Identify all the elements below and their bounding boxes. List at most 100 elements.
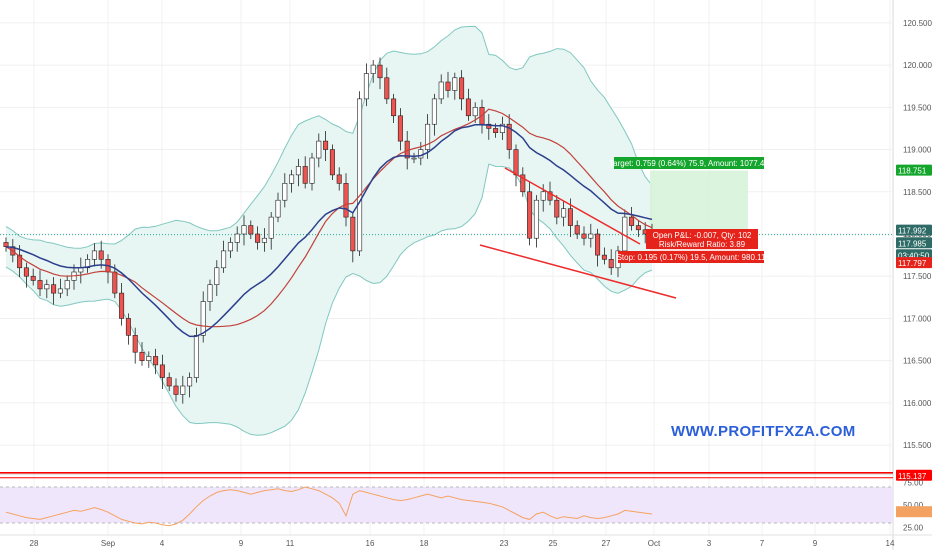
candle-up <box>234 233 240 243</box>
open-pl-label-text: Risk/Reward Ratio: 3.89 <box>659 240 746 249</box>
target-label-box <box>614 157 764 169</box>
candle-down <box>30 275 36 281</box>
candle-up <box>411 157 417 160</box>
candle-down <box>465 98 471 117</box>
candle-down <box>112 271 118 294</box>
candle-down <box>323 140 329 150</box>
price-axis-tick: 119.000 <box>903 146 932 155</box>
time-axis-tick: 27 <box>602 539 611 548</box>
candle-up <box>588 233 594 239</box>
wedge-upper-trendline <box>504 167 641 245</box>
candle-down <box>166 377 172 387</box>
time-axis-tick: 3 <box>707 539 712 548</box>
candle-up <box>146 356 152 361</box>
candle-down <box>493 128 499 133</box>
time-axis-tick: Sep <box>101 539 116 548</box>
time-axis-tick: 9 <box>239 539 244 548</box>
price-axis-tick: 116.000 <box>903 399 932 408</box>
candle-up <box>418 149 424 159</box>
price-axis-tick: 115.500 <box>903 441 932 450</box>
candle-down <box>635 225 641 231</box>
time-axis-tick: 25 <box>549 539 558 548</box>
rsi-value-badge <box>896 506 932 518</box>
time-axis-tick: 11 <box>286 539 295 548</box>
candle-up <box>261 237 267 243</box>
support-price-text: 115.137 <box>898 472 927 481</box>
candle-down <box>513 149 519 176</box>
candle-up <box>221 250 227 269</box>
open-pl-label-box <box>646 229 758 249</box>
candle-up <box>275 199 281 218</box>
time-axis-tick: 7 <box>760 539 765 548</box>
candle-down <box>125 318 131 336</box>
candle-up <box>499 123 505 133</box>
price-axis-tick: 117.000 <box>903 314 932 323</box>
candle-up <box>180 385 186 395</box>
time-axis-tick: 18 <box>420 539 429 548</box>
time-axis-tick: 16 <box>366 539 375 548</box>
candle-down <box>132 335 138 353</box>
candle-up <box>200 301 206 336</box>
candle-up <box>187 377 193 387</box>
candle-down <box>17 254 23 269</box>
rsi-axis-tick: 50.00 <box>903 501 924 510</box>
candle-down <box>302 166 308 184</box>
candle-down <box>329 149 335 176</box>
time-axis-tick: 9 <box>813 539 818 548</box>
open-pl-label-text: Open P&L: -0.007, Qty: 102 <box>653 231 752 240</box>
candle-down <box>336 174 342 184</box>
candle-up <box>91 250 97 260</box>
candle-up <box>295 166 301 176</box>
candle-up <box>289 174 295 184</box>
candle-down <box>391 98 397 117</box>
target-label-text: Target: 0.759 (0.64%) 75.9, Amount: 1077… <box>609 159 769 168</box>
rsi-axis-tick: 75.00 <box>903 479 924 488</box>
candle-up <box>85 259 91 269</box>
price-axis-tick: 119.500 <box>903 103 932 112</box>
time-axis-tick: Oct <box>648 539 661 548</box>
candle-down <box>51 284 57 294</box>
time-axis-tick: 14 <box>886 539 895 548</box>
candle-down <box>173 385 179 395</box>
candle-up <box>241 225 247 235</box>
candle-down <box>574 225 580 235</box>
time-axis-tick: 23 <box>500 539 509 548</box>
candle-down <box>520 174 526 193</box>
candle-down <box>384 77 390 100</box>
bollinger-upper-band <box>5 25 653 249</box>
candle-down <box>377 64 383 79</box>
candle-down <box>445 81 451 91</box>
candle-up <box>561 208 567 218</box>
countdown-text: 03:40:50 <box>898 251 930 260</box>
candle-up <box>193 335 199 378</box>
candle-down <box>119 292 125 319</box>
candle-up <box>363 73 369 100</box>
candle-down <box>595 233 601 256</box>
bollinger-lower-band <box>5 163 653 436</box>
current-price-badge <box>896 224 932 236</box>
target-zone <box>650 170 748 236</box>
rsi-axis-tick: 25.00 <box>903 524 924 533</box>
bollinger-band-fill <box>6 26 652 436</box>
candle-up <box>357 98 363 252</box>
candle-up <box>57 288 63 294</box>
watermark: WWW.PROFITFXZA.COM <box>671 423 856 440</box>
candle-down <box>159 364 165 378</box>
price-axis-tick: 120.000 <box>903 61 932 70</box>
target-price-text: 118.751 <box>898 167 927 176</box>
candle-up <box>540 191 546 201</box>
ema-line <box>5 124 653 338</box>
stop-label-box <box>618 251 764 263</box>
price-axis-tick: 120.500 <box>903 19 932 28</box>
candle-up <box>64 280 70 290</box>
candle-down <box>581 233 587 239</box>
candle-down <box>350 216 356 252</box>
candle-up <box>214 267 220 285</box>
rsi-line <box>5 486 653 527</box>
candle-down <box>601 254 607 260</box>
candle-up <box>316 140 322 159</box>
candle-down <box>153 356 159 366</box>
current-price-text: 117.992 <box>898 227 927 236</box>
candle-up <box>268 216 274 239</box>
